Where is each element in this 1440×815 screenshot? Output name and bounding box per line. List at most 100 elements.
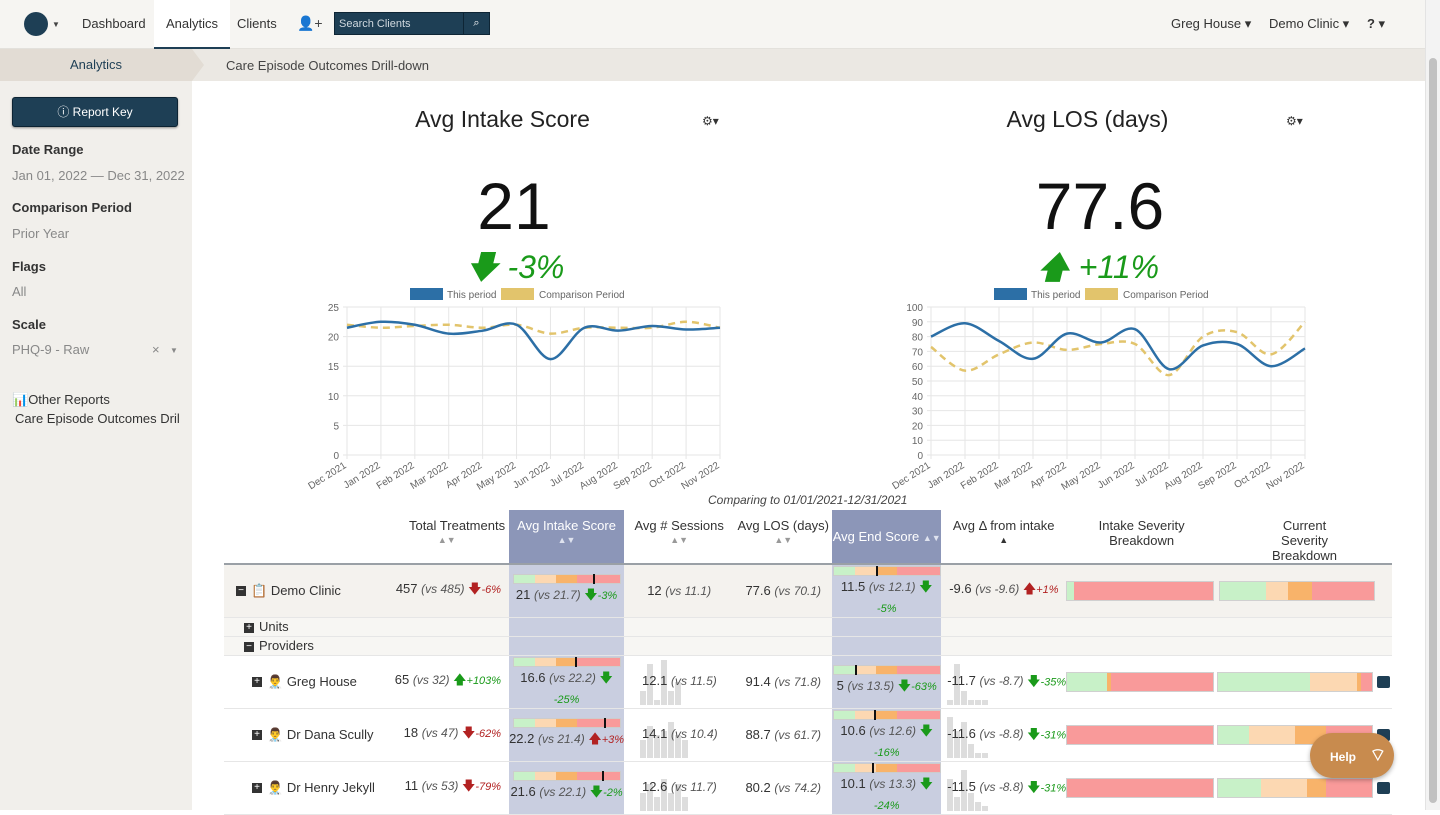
expand-icon[interactable]: + (252, 677, 262, 687)
flags-label: Flags (12, 259, 46, 274)
clinic-current-severity (1217, 564, 1392, 617)
col-name (224, 510, 388, 564)
x-tick-label: Jun 2022 (1096, 460, 1137, 491)
nav-clients[interactable]: Clients (237, 16, 277, 31)
x-tick-label: Nov 2022 (679, 460, 722, 492)
y-tick-label: 0 (917, 451, 923, 462)
los-value: 80.2 (745, 780, 770, 795)
col-current-severity[interactable]: Current Severity Breakdown (1217, 510, 1392, 564)
col-total-treatments[interactable]: Total Treatments▲▼ (388, 510, 509, 564)
providers-cell[interactable]: −Providers (224, 636, 388, 655)
expand-icon[interactable]: + (252, 730, 262, 740)
col-avg-sessions[interactable]: Avg # Sessions▲▼ (624, 510, 734, 564)
empty-cell (832, 617, 941, 636)
col-intake-severity[interactable]: Intake Severity Breakdown (1066, 510, 1217, 564)
provider-treatments: 18 (vs 47) 🡇-62% (388, 708, 509, 761)
scrollbar[interactable] (1425, 0, 1440, 810)
provider-icon: 👨‍⚕ (267, 780, 283, 795)
y-tick-label: 30 (912, 407, 924, 418)
expand-icon[interactable]: + (252, 783, 262, 793)
provider-sessions: 12.6 (vs 11.7) (624, 761, 734, 814)
delta-value: -11.7 (947, 673, 976, 688)
chevron-down-icon[interactable]: ▼ (52, 20, 60, 29)
clinic-menu[interactable]: Demo Clinic ▾ (1269, 16, 1349, 32)
intake-vs: (vs 22.2) (549, 671, 596, 685)
y-tick-label: 70 (912, 347, 924, 358)
provider-name[interactable]: Dr Dana Scully (287, 727, 374, 742)
provider-los: 88.7 (vs 61.7) (734, 708, 832, 761)
provider-intake-severity (1066, 655, 1217, 708)
gear-icon[interactable]: ⚙▾ (702, 114, 719, 128)
binoculars-icon[interactable] (1377, 782, 1390, 794)
comparison-field[interactable]: Prior Year (12, 226, 69, 241)
outcomes-table: Total Treatments▲▼ Avg Intake Score▲▼ Av… (224, 510, 1392, 815)
help-menu[interactable]: ? ▾ (1367, 16, 1385, 32)
y-tick-label: 15 (328, 362, 340, 373)
flags-field[interactable]: All (12, 284, 26, 299)
search-icon[interactable]: ⌕ (463, 13, 489, 34)
sort-icon[interactable]: ▲▼ (734, 536, 832, 544)
provider-name[interactable]: Greg House (287, 674, 357, 689)
add-user-icon[interactable]: 👤+ (297, 15, 323, 32)
provider-end: 10.1 (vs 13.3) 🡇-24% (832, 761, 941, 814)
user-menu[interactable]: Greg House ▾ (1171, 16, 1251, 32)
intake-vs: (vs 21.4) (538, 732, 585, 746)
provider-intake: 22.2 (vs 21.4) 🡅+3% (509, 708, 624, 761)
other-reports-text: Other Reports (28, 392, 110, 407)
scrollbar-thumb[interactable] (1429, 58, 1437, 803)
y-tick-label: 80 (912, 333, 924, 344)
units-row: +Units (224, 617, 1392, 636)
delta-vs: (vs -8.8) (979, 727, 1023, 741)
clinic-treatments: 457 (vs 485) 🡇-6% (388, 564, 509, 617)
nav-analytics[interactable]: Analytics (154, 0, 230, 49)
binoculars-icon[interactable] (1377, 676, 1390, 688)
date-range-field[interactable]: Jan 01, 2022 — Dec 31, 2022 (12, 168, 185, 183)
report-key-button[interactable]: ⓘ Report Key (12, 97, 178, 127)
units-cell[interactable]: +Units (224, 617, 388, 636)
sort-icon[interactable]: ▲▼ (624, 536, 734, 544)
gear-icon[interactable]: ⚙▾ (1286, 114, 1303, 128)
y-tick-label: 5 (333, 421, 339, 432)
delta-value: -11.6 (947, 726, 976, 741)
expand-icon[interactable]: + (244, 623, 254, 633)
end-pct: -5% (877, 603, 897, 615)
intake-vs: (vs 21.7) (534, 588, 581, 602)
col-avg-delta[interactable]: Avg Δ from intake▲ (941, 510, 1066, 564)
arrow-up-icon: 🡅 (453, 672, 466, 687)
clinic-row: −📋 Demo Clinic 457 (vs 485) 🡇-6% 21 (vs … (224, 564, 1392, 617)
col-avg-los[interactable]: Avg LOS (days)▲▼ (734, 510, 832, 564)
end-value: 10.6 (840, 723, 865, 738)
arrow-down-icon: 🡇 (462, 725, 475, 740)
end-value: 11.5 (841, 579, 865, 594)
collapse-icon[interactable]: − (236, 586, 246, 596)
nav-dashboard[interactable]: Dashboard (82, 16, 146, 31)
kpi-title-intake: Avg Intake Score (380, 106, 625, 133)
sort-icon[interactable]: ▲▼ (509, 536, 624, 544)
breadcrumb-arrow (192, 49, 204, 81)
logo-icon[interactable] (24, 12, 48, 36)
arrow-down-icon: 🡇 (590, 784, 603, 799)
delta-value: -9.6 (949, 581, 971, 596)
chevron-down-icon[interactable]: ▼ (170, 346, 178, 355)
sort-icon[interactable]: ▲▼ (923, 533, 941, 543)
y-tick-label: 20 (912, 421, 924, 432)
end-value: 10.1 (840, 776, 865, 791)
col-avg-intake[interactable]: Avg Intake Score▲▼ (509, 510, 624, 564)
search-input[interactable] (339, 16, 464, 31)
breadcrumb-section[interactable]: Analytics (0, 49, 192, 81)
collapse-icon[interactable]: − (244, 642, 254, 652)
sort-icon[interactable]: ▲▼ (388, 536, 505, 544)
other-reports-select[interactable]: Care Episode Outcomes Drill-down (12, 411, 180, 429)
provider-name[interactable]: Dr Henry Jekyll (287, 780, 375, 795)
empty-cell (1066, 617, 1217, 636)
empty-cell (388, 636, 509, 655)
sort-asc-icon[interactable]: ▲ (941, 536, 1066, 544)
col-avg-end[interactable]: Avg End Score ▲▼ (832, 510, 941, 564)
help-button[interactable]: Help ⌔ (1310, 733, 1394, 778)
clear-icon[interactable]: × (152, 342, 160, 357)
scale-select[interactable]: PHQ-9 - Raw (12, 342, 89, 357)
end-vs: (vs 13.5) (847, 679, 894, 693)
empty-cell (832, 636, 941, 655)
